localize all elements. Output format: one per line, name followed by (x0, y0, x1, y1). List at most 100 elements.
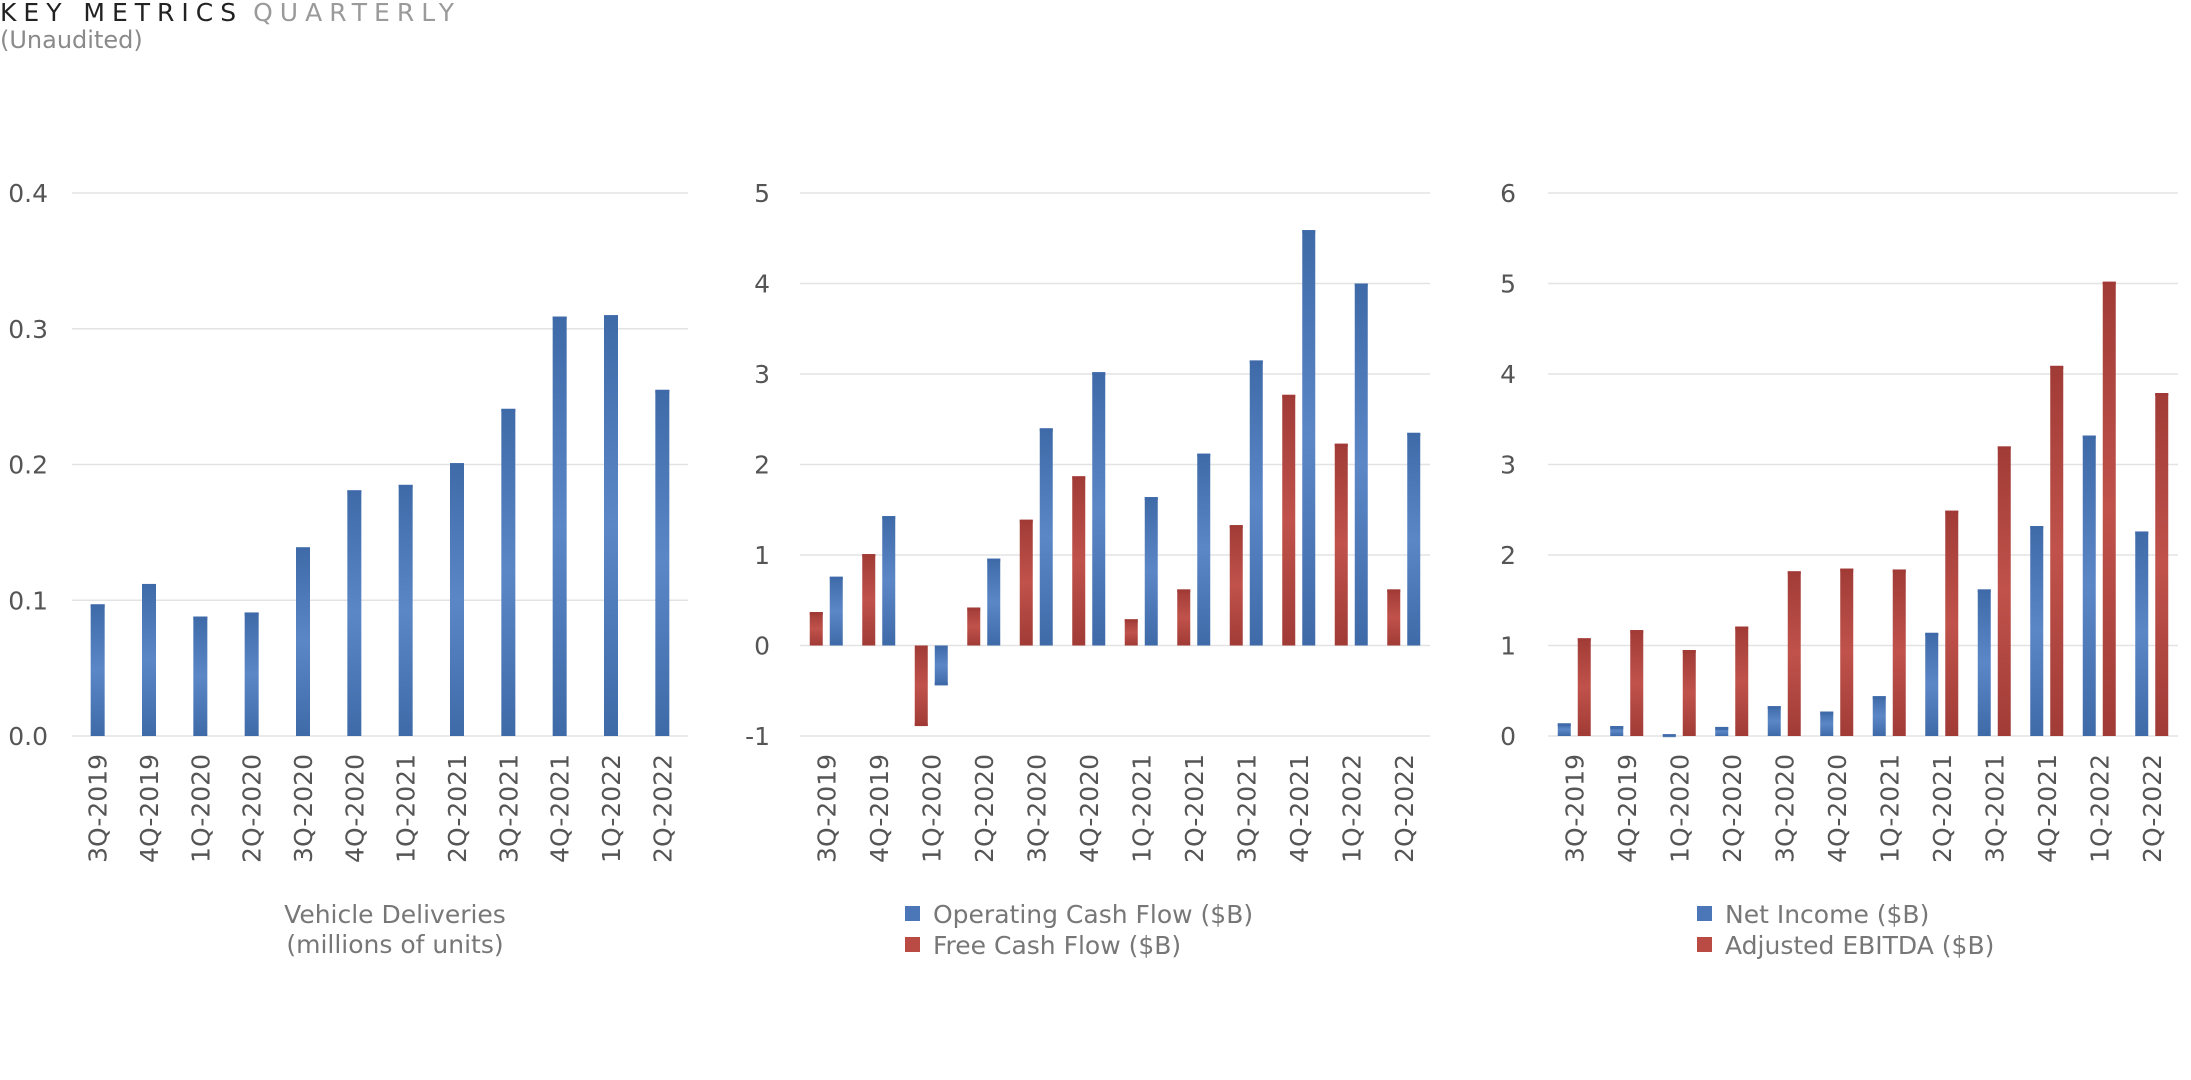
bar (809, 612, 823, 646)
bar (1144, 497, 1158, 646)
x-tick-label: 2Q-2021 (1928, 754, 1957, 863)
y-tick-label: 0 (1500, 722, 1516, 751)
bar (987, 558, 1001, 646)
bar (1177, 589, 1191, 646)
x-tick-label: 2Q-2020 (238, 754, 267, 863)
x-tick-label: 4Q-2020 (340, 754, 369, 863)
bar (142, 583, 156, 736)
x-tick-label: 1Q-2022 (597, 754, 626, 863)
y-tick-label: 0.3 (8, 315, 48, 344)
bar-cap (90, 604, 105, 608)
bar (2030, 526, 2044, 736)
bar (1334, 443, 1348, 646)
x-tick-label: 4Q-2020 (1075, 754, 1104, 863)
bar-cap (1945, 510, 1959, 514)
bar-cap (1039, 428, 1053, 432)
bar (2135, 531, 2149, 736)
x-tick-label: 3Q-2020 (1022, 754, 1051, 863)
bar-cap (604, 315, 618, 319)
x-tick-label: 2Q-2021 (1180, 754, 1209, 863)
bar-cap (1977, 589, 1991, 593)
legend-swatch (1697, 937, 1712, 952)
chart-panel-2: -1 0 1 2 3 4 5 3Q-2019 4Q-2019 1Q-2020 2Q-2020 3Q-2… (745, 179, 1430, 960)
bar (552, 316, 567, 736)
bar (1577, 638, 1591, 736)
bar (1557, 723, 1571, 736)
bar (1682, 650, 1696, 736)
bar-cap (914, 723, 928, 727)
bar-cap (1177, 589, 1191, 593)
bar (1840, 568, 1854, 736)
bar (90, 604, 105, 736)
y-tick-label: 3 (1500, 451, 1516, 480)
y-tick-label: 5 (754, 179, 770, 208)
bar (1610, 726, 1624, 736)
bar (1787, 571, 1801, 736)
x-tick-label: 2Q-2020 (1718, 754, 1747, 863)
x-tick-label: 4Q-2019 (865, 754, 894, 863)
bar (914, 645, 928, 727)
bar-cap (450, 463, 464, 467)
bar-cap (2050, 365, 2064, 369)
legend-swatch (905, 906, 920, 921)
bar-cap (2135, 531, 2149, 535)
bar (1039, 428, 1053, 646)
page-subtitle: (Unaudited) (0, 26, 143, 54)
y-tick-label: 6 (1500, 179, 1516, 208)
bar-cap (1872, 696, 1886, 700)
bar-cap (967, 607, 981, 611)
bar-cap (501, 408, 516, 412)
bar (1925, 632, 1939, 736)
bar-cap (1072, 476, 1086, 480)
bar (1302, 230, 1316, 646)
bar (967, 607, 981, 646)
y-tick-label: 4 (1500, 360, 1516, 389)
bar-cap (2155, 393, 2169, 397)
bar-cap (1682, 650, 1696, 654)
bar-cap (1557, 723, 1571, 727)
bar-cap (1767, 706, 1781, 710)
bar (1407, 432, 1421, 646)
bar (2082, 435, 2096, 736)
bar (347, 490, 362, 736)
x-tick-label: 3Q-2020 (289, 754, 318, 863)
x-tick-label: 3Q-2020 (1770, 754, 1799, 863)
bar-cap (1407, 432, 1421, 436)
bar (296, 547, 310, 736)
bar (1092, 372, 1106, 646)
x-tick-label: 1Q-2020 (186, 754, 215, 863)
x-tick-label: 3Q-2019 (84, 754, 113, 863)
bar-cap (1387, 589, 1401, 593)
x-tick-label: 2Q-2022 (648, 754, 677, 863)
y-tick-label: 0.2 (8, 451, 48, 480)
bar (655, 389, 670, 736)
bar-cap (1630, 630, 1644, 634)
bar-cap (1197, 453, 1211, 457)
bar (604, 315, 618, 736)
bar (1715, 726, 1729, 736)
legend-label: Operating Cash Flow ($B) (933, 900, 1253, 929)
bar-cap (1610, 726, 1624, 730)
y-tick-label: 0.0 (8, 722, 48, 751)
bar (398, 484, 413, 736)
x-tick-label: 2Q-2022 (2138, 754, 2167, 863)
bar (1977, 589, 1991, 736)
x-tick-label: 4Q-2020 (1823, 754, 1852, 863)
y-tick-label: 1 (754, 541, 770, 570)
bar-cap (1925, 632, 1939, 636)
bar (1735, 626, 1749, 736)
bar-cap (1577, 638, 1591, 642)
bar-cap (1787, 571, 1801, 575)
y-tick-label: 3 (754, 360, 770, 389)
bar (501, 408, 516, 736)
title-sub: QUARTERLY (253, 0, 462, 27)
bar-cap (987, 558, 1001, 562)
bar-cap (1092, 372, 1106, 376)
x-tick-label: 3Q-2019 (1560, 754, 1589, 863)
x-tick-label: 1Q-2022 (1337, 754, 1366, 863)
x-tick-label: 1Q-2021 (1127, 754, 1156, 863)
bar (1124, 619, 1138, 646)
x-tick-label: 3Q-2021 (494, 754, 523, 863)
page-title: KEY METRICS QUARTERLY (0, 0, 461, 27)
